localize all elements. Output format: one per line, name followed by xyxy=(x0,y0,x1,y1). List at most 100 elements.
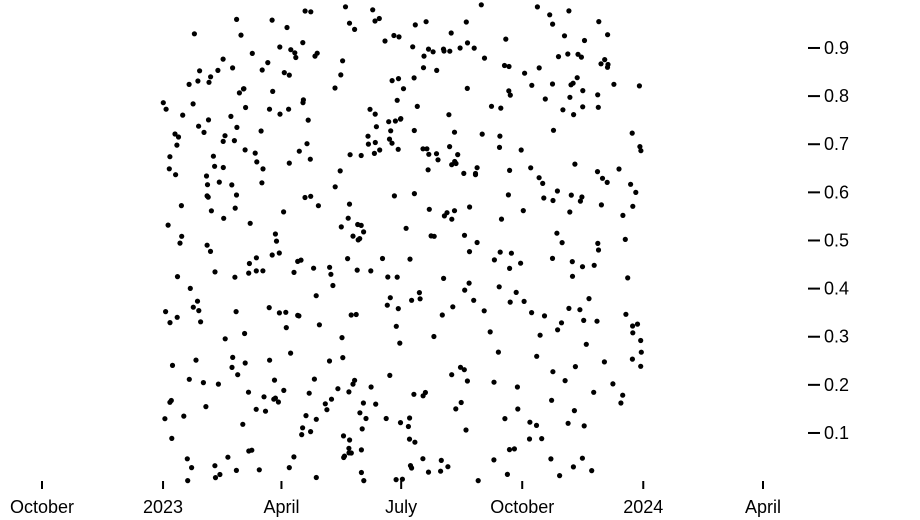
scatter-point xyxy=(550,369,556,375)
scatter-point xyxy=(370,7,376,13)
scatter-point xyxy=(372,139,378,146)
scatter-point xyxy=(605,61,611,68)
scatter-point xyxy=(174,142,180,148)
scatter-point xyxy=(372,111,378,117)
scatter-point xyxy=(629,130,635,136)
scatter-point xyxy=(379,255,386,262)
scatter-point xyxy=(269,17,275,23)
scatter-point xyxy=(529,310,535,316)
scatter-point xyxy=(190,101,196,107)
scatter-point xyxy=(461,367,467,373)
scatter-point xyxy=(204,193,210,199)
scatter-point xyxy=(272,231,278,237)
scatter-point xyxy=(396,34,402,40)
scatter-point xyxy=(394,97,400,103)
scatter-point xyxy=(451,208,458,214)
scatter-point xyxy=(450,304,456,310)
scatter-point xyxy=(220,56,226,62)
scatter-point xyxy=(604,179,610,185)
scatter-point xyxy=(461,232,468,238)
scatter-point xyxy=(271,377,278,383)
scatter-point xyxy=(638,363,644,369)
scatter-point xyxy=(346,389,352,395)
scatter-point xyxy=(536,65,542,71)
scatter-point xyxy=(420,456,426,462)
scatter-point xyxy=(368,384,374,390)
scatter-point xyxy=(198,319,204,325)
scatter-point xyxy=(440,46,447,52)
scatter-point xyxy=(638,148,644,154)
scatter-point xyxy=(562,378,568,384)
scatter-point xyxy=(579,194,585,200)
scatter-point xyxy=(400,86,407,92)
scatter-point xyxy=(281,387,287,393)
scatter-point xyxy=(328,271,334,277)
scatter-point xyxy=(190,304,196,310)
scatter-point xyxy=(208,74,214,80)
scatter-point xyxy=(359,426,365,432)
scatter-point xyxy=(574,75,580,81)
scatter-point xyxy=(539,436,545,442)
scatter-point xyxy=(547,12,553,18)
scatter-point xyxy=(496,284,502,290)
scatter-point xyxy=(448,30,454,36)
y-tick-label: 0.7 xyxy=(824,134,849,154)
scatter-point xyxy=(412,22,418,28)
scatter-point xyxy=(167,399,173,405)
scatter-point xyxy=(273,238,280,244)
scatter-point xyxy=(534,4,541,10)
scatter-point xyxy=(229,182,235,188)
scatter-point xyxy=(358,469,364,476)
scatter-point xyxy=(581,317,587,323)
scatter-point xyxy=(225,454,231,460)
scatter-point xyxy=(246,260,252,267)
x-axis: October 2023 April July October 2024 April xyxy=(10,481,781,517)
scatter-point xyxy=(247,220,253,226)
scatter-point xyxy=(570,464,577,470)
scatter-point xyxy=(439,312,445,318)
scatter-point xyxy=(518,147,524,153)
scatter-point xyxy=(260,166,266,172)
scatter-point xyxy=(479,131,485,137)
scatter-point xyxy=(276,310,282,316)
scatter-point xyxy=(254,159,260,165)
scatter-point xyxy=(240,86,247,92)
scatter-point xyxy=(269,252,275,258)
scatter-point xyxy=(397,420,404,426)
scatter-point xyxy=(203,173,210,179)
scatter-point xyxy=(565,51,571,57)
scatter-point xyxy=(478,2,484,8)
scatter-point xyxy=(340,355,346,361)
scatter-point xyxy=(222,133,228,139)
scatter-point xyxy=(229,364,235,370)
scatter-point xyxy=(598,61,604,67)
scatter-point xyxy=(233,192,240,198)
scatter-point xyxy=(541,195,547,201)
scatter-point xyxy=(203,404,209,410)
scatter-point xyxy=(346,20,353,26)
scatter-point xyxy=(581,37,588,44)
scatter-point xyxy=(412,439,418,445)
scatter-point xyxy=(242,330,248,337)
scatter-point xyxy=(261,394,267,400)
scatter-point xyxy=(464,85,470,91)
scatter-point xyxy=(346,450,352,456)
scatter-point xyxy=(491,379,497,385)
scatter-point xyxy=(288,350,294,356)
scatter-point xyxy=(185,478,191,484)
scatter-point xyxy=(266,305,272,311)
scatter-point xyxy=(620,392,626,398)
scatter-point xyxy=(316,322,322,328)
scatter-point xyxy=(591,262,597,268)
scatter-point xyxy=(549,81,556,87)
scatter-point xyxy=(397,116,404,122)
scatter-point xyxy=(405,423,411,430)
scatter-point xyxy=(515,406,521,412)
scatter-point xyxy=(389,140,395,146)
scatter-point xyxy=(212,269,218,275)
scatter-point xyxy=(457,364,464,370)
scatter-point xyxy=(160,100,166,106)
scatter-point xyxy=(426,206,432,212)
scatter-point xyxy=(497,133,503,139)
